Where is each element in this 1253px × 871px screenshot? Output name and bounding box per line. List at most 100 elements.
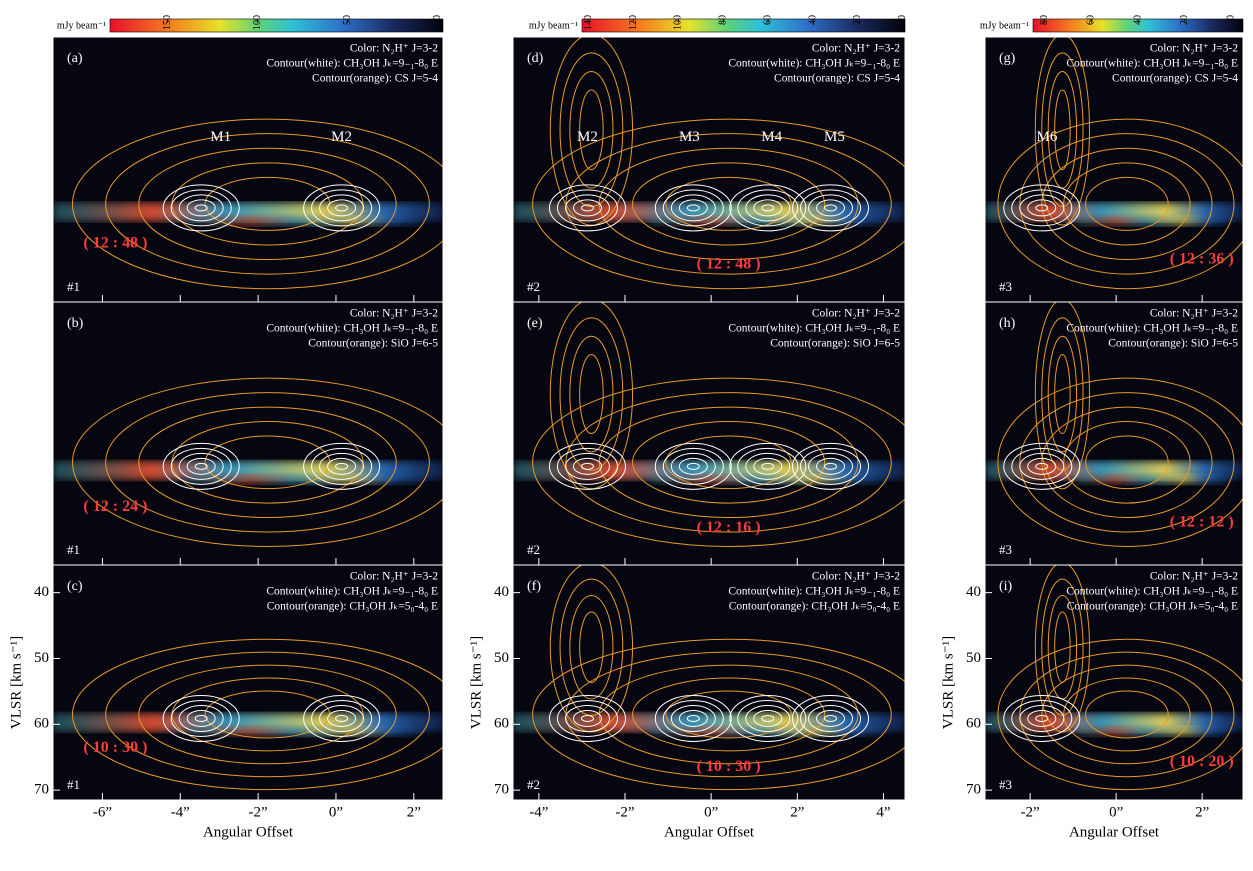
panel-image [513,565,905,800]
region-label: #2 [527,777,540,792]
white-contour [186,457,216,475]
y-tick-label: 50 [966,650,981,666]
colorbar-tick-label: 120 [628,15,639,30]
white-contour [1035,204,1049,212]
region-label: #3 [999,279,1012,294]
white-contour [1019,452,1065,480]
white-contour [162,184,240,232]
orange-contour [1019,133,1235,275]
orange-contour [632,677,826,752]
panel-legend-contour-white: Contour(white): CH₃OH Jₖ=9₋₁-8₀ E [728,586,900,598]
white-contour [737,447,799,485]
time-label: ( 12 : 36 ) [1170,250,1234,267]
orange-contour [105,392,430,533]
white-contour [729,184,807,232]
panel-label: (h) [999,316,1016,331]
x-tick-label: 0” [329,804,343,820]
panel-legend-color: Color: N₂H⁺ J=3-2 [1150,571,1238,583]
panel-label: (d) [527,51,544,66]
white-contour [303,694,381,742]
panel-legend-color: Color: N₂H⁺ J=3-2 [812,571,900,583]
white-contour [745,704,791,732]
emission-band-lower [189,215,424,226]
source-label: M4 [761,129,782,145]
panel-legend-contour-white: Contour(white): CH₃OH Jₖ=9₋₁-8₀ E [728,323,900,335]
region-label: #1 [67,279,80,294]
orange-contour [138,147,397,261]
white-contour [580,462,594,470]
panel-legend-contour-white: Contour(white): CH₃OH Jₖ=9₋₁-8₀ E [266,323,438,335]
white-contour [186,709,216,727]
white-contour [808,194,854,222]
orange-contour [1085,435,1169,490]
panel-legend-contour-white: Contour(white): CH₃OH Jₖ=9₋₁-8₀ E [266,586,438,598]
colorbar-tick-label: 140 [583,15,594,30]
white-contour [800,447,862,485]
colorbar-tick-label: 50 [342,15,353,25]
white-contour [816,709,846,727]
white-contour [194,462,208,470]
orange-contour [1041,578,1084,716]
panel-legend-color: Color: N₂H⁺ J=3-2 [812,308,900,320]
panel-background [985,565,1243,800]
y-tick-label: 70 [494,782,509,798]
source-label: M2 [577,129,598,145]
y-axis-label: VLSR [km s⁻¹] [8,636,24,729]
white-contour [1011,699,1073,737]
region-label: #2 [527,279,540,294]
x-axis-label: Angular Offset [1069,824,1160,840]
orange-contour [1063,162,1191,246]
white-contour [1011,189,1073,227]
white-contour [670,704,716,732]
x-tick-label: -6” [93,804,112,820]
panel-legend-color: Color: N₂H⁺ J=3-2 [350,308,438,320]
white-contour [678,199,708,217]
x-tick-label: -4” [529,804,548,820]
y-tick-label: 60 [966,716,981,732]
white-contour [580,714,594,722]
x-axis-label: Angular Offset [664,824,755,840]
white-contour [816,457,846,475]
white-contour [686,714,700,722]
panel-frame [984,564,1244,801]
panel-frame [512,564,906,801]
white-contour [327,199,357,217]
white-contour [654,442,732,490]
y-tick-label: 40 [34,584,49,600]
panel-legend-color: Color: N₂H⁺ J=3-2 [1150,308,1238,320]
emission-band-lower [189,474,424,485]
panel: (b) Color: N₂H⁺ J=3-2 Contour(white): CH₃O… [52,301,444,566]
white-contour [792,184,870,232]
white-contour [792,442,870,490]
orange-contour [1041,406,1213,519]
colorbar-tick-label: 20 [1179,15,1190,25]
white-contour [1003,184,1081,232]
panel-legend-contour-orange: Contour(orange): CH₃OH Jₖ=5₀-4₀ E [267,601,438,613]
orange-contour [579,89,604,170]
orange-contour [665,176,792,231]
panel-image [53,302,443,565]
panel-image [985,302,1243,565]
panel-legend-contour-orange: Contour(orange): CS J=5-4 [1112,73,1238,85]
white-contour [753,457,783,475]
white-contour [761,204,775,212]
white-contour [686,204,700,212]
panel-image [53,565,443,800]
colorbar-tick-label: 60 [1086,15,1097,25]
time-label: ( 12 : 48 ) [697,256,761,273]
colorbar-tick-label: 0 [432,15,443,20]
white-contour [311,447,373,485]
panel-label: (f) [527,579,541,594]
white-contour [572,709,602,727]
emission-band-lower [189,726,424,737]
white-contour [1003,442,1081,490]
white-contour [729,442,807,490]
white-contour [548,694,626,742]
white-contour [548,184,626,232]
orange-contour [72,118,443,290]
source-label: M1 [210,129,231,145]
white-contour [1019,704,1065,732]
colorbar [581,18,906,33]
panel: (d) Color: N₂H⁺ J=3-2 Contour(white): CH₃O… [512,36,906,303]
x-tick-label: 2” [407,804,421,820]
